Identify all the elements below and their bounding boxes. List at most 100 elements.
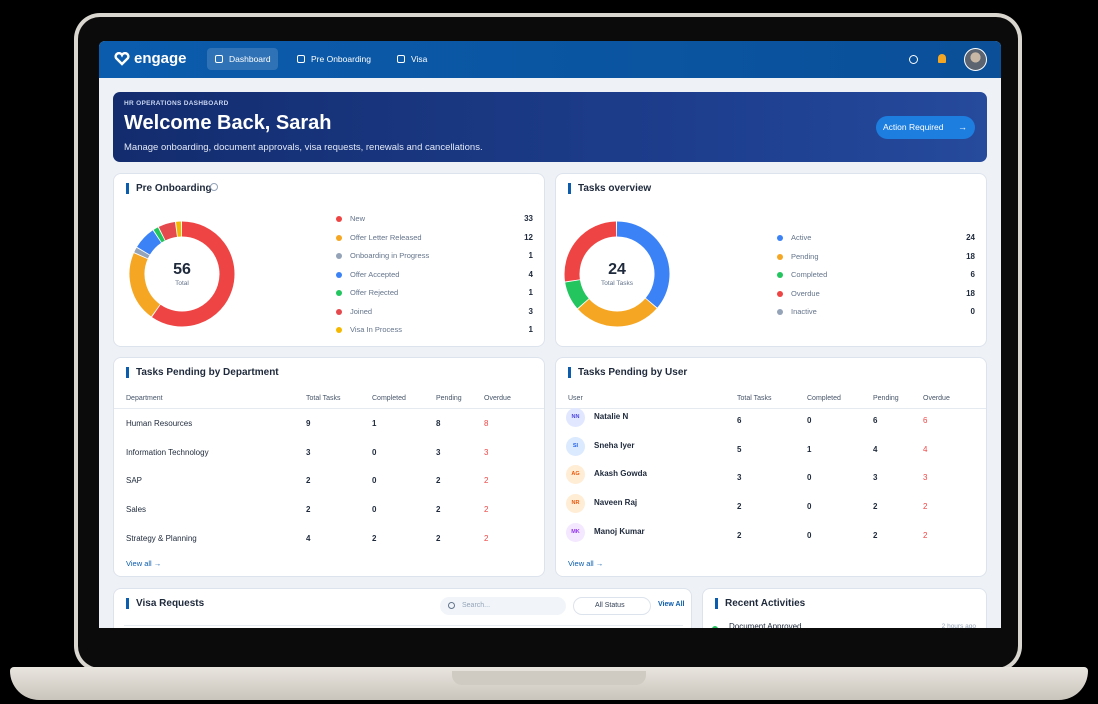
- divider: [556, 408, 986, 409]
- table-number: 2: [873, 530, 878, 540]
- department-card: Tasks Pending by Department Department Tot…: [113, 357, 545, 577]
- donut-segment: [152, 221, 235, 327]
- users-card: Tasks Pending by User User Total Tasks Comp…: [555, 357, 987, 577]
- donut-segment: [137, 230, 162, 255]
- legend-dot: [336, 216, 342, 222]
- column-header: Overdue: [923, 395, 950, 402]
- legend-dot: [336, 327, 342, 333]
- table-number: 3: [484, 447, 489, 457]
- table-number: 9: [306, 419, 311, 428]
- avatar[interactable]: [964, 48, 987, 71]
- legend-value: 1: [528, 251, 533, 260]
- table-number: 3: [306, 447, 311, 457]
- hero-subtitle: Manage onboarding, document approvals, v…: [124, 142, 483, 153]
- user-initials: NN: [566, 408, 585, 427]
- table-number: 1: [372, 419, 377, 428]
- table-number: 3: [436, 447, 441, 457]
- card-title: Tasks overview: [568, 183, 651, 194]
- donut-total: 24: [608, 261, 626, 278]
- screen: engage Dashboard Pre Onboarding Visa HR OPE…: [99, 41, 1001, 628]
- column-header: Total Tasks: [737, 395, 772, 402]
- divider: [114, 408, 544, 409]
- legend-label: Inactive: [791, 307, 817, 316]
- activity-time: 2 hours ago: [941, 623, 976, 628]
- donut: [564, 221, 670, 327]
- legend-label: Onboarding in Progress: [350, 251, 430, 260]
- status-filter[interactable]: All Status: [573, 597, 651, 615]
- hero-title: Welcome Back, Sarah: [124, 112, 332, 134]
- legend-label: Overdue: [791, 288, 820, 298]
- legend-dot: [777, 309, 783, 315]
- column-header: Pending: [873, 395, 899, 402]
- donut-segment: [616, 221, 670, 308]
- card-title: Pre Onboarding: [126, 183, 212, 194]
- user-initials: SI: [566, 436, 585, 456]
- search-input[interactable]: Search...: [440, 597, 566, 615]
- settings-icon[interactable]: [909, 55, 918, 64]
- legend-label: Completed: [791, 270, 828, 279]
- department-name: Sales: [126, 505, 147, 515]
- legend-value: 3: [528, 306, 533, 316]
- table-number: 8: [436, 419, 441, 428]
- action-button[interactable]: Action Required →: [876, 116, 975, 139]
- department-name: Information Technology: [126, 447, 209, 457]
- donut-segment: [564, 221, 617, 282]
- nav-item[interactable]: Pre Onboarding: [289, 48, 378, 70]
- department-name: Human Resources: [126, 419, 193, 428]
- user-name: Manoj Kumar: [594, 526, 645, 536]
- table-number: 0: [807, 473, 812, 483]
- visa-card: Visa Requests Search... All Status View All: [113, 588, 692, 628]
- legend-dot: [336, 308, 342, 315]
- table-number: 2: [306, 505, 311, 515]
- nav-icon: [397, 55, 405, 63]
- legend-value: 1: [528, 325, 533, 334]
- legend-value: 4: [528, 269, 533, 279]
- table-number: 2: [436, 533, 441, 543]
- activity-text: Document Approved: [729, 622, 802, 628]
- view-all-link[interactable]: View All: [658, 601, 685, 608]
- column-header: Completed: [807, 395, 841, 402]
- table-number: 2: [436, 476, 441, 486]
- table-number: 4: [306, 533, 311, 543]
- nav-item[interactable]: Visa: [389, 48, 434, 70]
- table-number: 2: [923, 530, 928, 540]
- table-number: 2: [923, 502, 928, 512]
- department-name: SAP: [126, 476, 143, 486]
- legend-dot: [777, 272, 783, 278]
- legend-label: Active: [791, 233, 812, 242]
- table-number: 0: [372, 476, 377, 486]
- nav-icon: [215, 55, 223, 63]
- legend-dot: [336, 234, 342, 241]
- donut-segment: [134, 247, 150, 259]
- donut-segment: [158, 221, 178, 241]
- pre-onboarding-card: Pre Onboarding 56 Total New 33 Offer Letter R…: [113, 173, 545, 347]
- table-number: 0: [372, 505, 377, 515]
- view-all-link[interactable]: View all →: [126, 559, 162, 568]
- info-icon[interactable]: [210, 183, 218, 191]
- legend-value: 6: [970, 270, 975, 279]
- donut: [129, 221, 235, 327]
- nav-icon: [297, 55, 305, 63]
- logo-icon: [114, 52, 130, 66]
- table-number: 0: [807, 502, 812, 512]
- brand: engage: [134, 50, 187, 67]
- legend-dot: [336, 271, 342, 278]
- donut-segment: [129, 253, 161, 317]
- view-all-link[interactable]: View all →: [568, 559, 604, 568]
- legend-value: 1: [528, 288, 533, 297]
- legend-label: Pending: [791, 251, 819, 261]
- card-title: Visa Requests: [126, 598, 204, 609]
- laptop-notch: [452, 671, 646, 685]
- eyebrow: HR OPERATIONS DASHBOARD: [124, 100, 229, 107]
- table-number: 2: [306, 476, 311, 486]
- divider: [124, 625, 683, 626]
- table-number: 6: [737, 416, 742, 425]
- column-header: Total Tasks: [306, 395, 341, 402]
- nav-item[interactable]: Dashboard: [207, 48, 278, 70]
- user-name: Sneha Iyer: [594, 440, 635, 450]
- legend-label: Visa In Process: [350, 325, 402, 334]
- donut-total: 56: [173, 261, 191, 278]
- bell-icon[interactable]: [938, 54, 946, 63]
- legend-dot: [336, 290, 342, 296]
